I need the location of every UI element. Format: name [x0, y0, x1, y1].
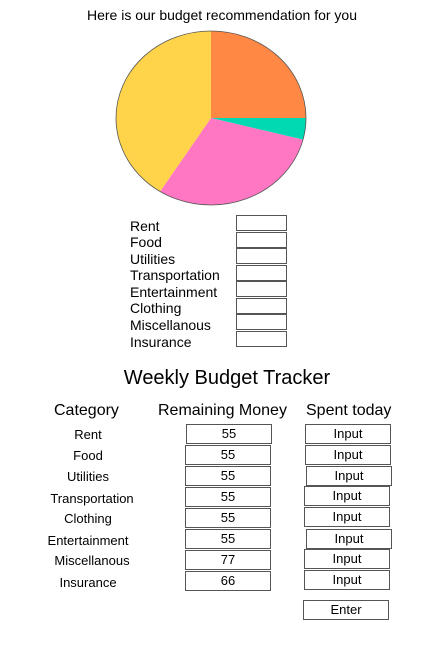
pie-slice-2	[160, 118, 304, 206]
row-label-entertainment: Entertainment	[47, 533, 129, 548]
rec-value-box-insurance	[236, 331, 287, 347]
enter-button[interactable]: Enter	[303, 600, 389, 620]
rec-label-food: Food	[130, 234, 162, 250]
remaining-money-miscellanous: 77	[185, 550, 271, 570]
pie-slice-3	[116, 31, 211, 192]
column-header-category: Category	[54, 402, 119, 419]
remaining-money-entertainment: 55	[185, 529, 271, 549]
remaining-money-transportation: 55	[185, 487, 271, 507]
column-header-remaining-money: Remaining Money	[158, 402, 287, 419]
rec-value-box-entertainment	[236, 281, 287, 297]
row-label-rent: Rent	[74, 427, 102, 442]
pie-outline	[115, 30, 307, 206]
rec-label-rent: Rent	[130, 218, 160, 234]
rec-label-entertainment: Entertainment	[130, 284, 218, 300]
rec-label-miscellanous: Miscellanous	[130, 317, 211, 333]
column-header-spent-today: Spent today	[306, 402, 392, 419]
rec-value-box-utilities	[236, 248, 287, 264]
row-label-miscellanous: Miscellanous	[54, 553, 130, 568]
rec-value-box-miscellanous	[236, 314, 287, 330]
rec-label-clothing: Clothing	[130, 300, 182, 316]
row-label-transportation: Transportation	[50, 491, 134, 506]
rec-value-box-transportation	[236, 265, 287, 281]
rec-value-box-clothing	[236, 298, 287, 314]
row-label-food: Food	[73, 448, 103, 463]
spent-input-transportation[interactable]: Input	[304, 486, 390, 506]
rec-label-transportation: Transportation	[130, 267, 220, 283]
rec-label-utilities: Utilities	[130, 251, 176, 267]
pie-slice-0	[211, 31, 306, 118]
row-label-clothing: Clothing	[64, 511, 112, 526]
remaining-money-rent: 55	[186, 424, 272, 444]
spent-input-clothing[interactable]: Input	[304, 507, 390, 527]
remaining-money-clothing: 55	[185, 508, 271, 528]
spent-input-entertainment[interactable]: Input	[306, 529, 392, 549]
remaining-money-insurance: 66	[185, 571, 271, 591]
remaining-money-utilities: 55	[185, 466, 271, 486]
rec-value-box-food	[236, 232, 287, 248]
page-headline: Here is our budget recommendation for yo…	[86, 7, 358, 23]
rec-value-box-rent	[236, 215, 287, 231]
remaining-money-food: 55	[185, 445, 271, 465]
spent-input-food[interactable]: Input	[305, 445, 391, 465]
rec-label-insurance: Insurance	[130, 334, 192, 350]
pie-slice-1	[211, 118, 306, 140]
spent-input-utilities[interactable]: Input	[306, 466, 392, 486]
row-label-insurance: Insurance	[59, 575, 117, 590]
tracker-title: Weekly Budget Tracker	[123, 367, 331, 389]
spent-input-miscellanous[interactable]: Input	[304, 549, 390, 569]
budget-pie-chart	[115, 30, 307, 206]
spent-input-insurance[interactable]: Input	[304, 570, 390, 590]
spent-input-rent[interactable]: Input	[305, 424, 391, 444]
row-label-utilities: Utilities	[67, 469, 109, 484]
